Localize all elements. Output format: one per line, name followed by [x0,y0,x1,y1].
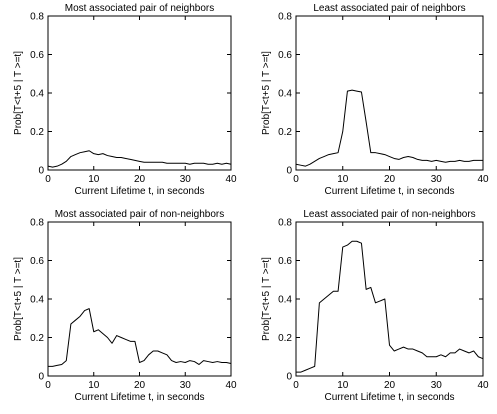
series-line-1 [295,89,483,167]
y-tick-label: 0.6 [30,256,44,267]
y-tick-label: 0.8 [30,12,44,23]
series-line-1 [47,150,232,168]
chart-panel-2: Least associated pair of neighbors 0 10 20 3… [261,3,489,197]
series-line-1 [296,240,484,373]
x-tick-label: 40 [477,380,489,391]
y-tick-label: 0.2 [278,127,292,138]
y-tick-label: 0 [286,372,292,383]
y-tick-label: 0.2 [278,333,292,344]
y-tick-label: 0.2 [30,127,44,138]
x-tick-label: 0 [45,174,51,185]
plot-area-box [295,15,484,171]
plot-area-box [47,15,232,171]
y-tick-label: 0.4 [278,295,292,306]
chart-title: Most associated pair of non-neighbors [55,209,225,220]
x-tick-label: 30 [180,174,192,185]
chart-panel-4: Least associated pair of non-neighbors 0 1… [261,209,489,403]
x-tick-label: 10 [88,174,100,185]
x-tick-label: 10 [337,380,349,391]
y-tick-label: 0 [38,166,44,177]
y-tick-label: 0.2 [30,333,44,344]
x-tick-label: 20 [134,174,146,185]
y-axis-label: Prob[T<t+5 | T >=t] [261,257,272,341]
chart-panel-3: Most associated pair of non-neighbors 0 10… [13,209,237,403]
x-axis-label: Current Lifetime t, in seconds [324,186,454,197]
y-axis-label: Prob[T<t+5 | T >=t] [13,257,24,341]
chart-title: Least associated pair of neighbors [313,3,465,14]
x-tick-label: 10 [88,380,100,391]
x-tick-label: 40 [477,174,489,185]
series-line-1 [48,308,232,367]
x-tick-label: 0 [45,380,51,391]
x-tick-label: 30 [431,380,443,391]
y-tick-label: 0 [38,372,44,383]
y-tick-label: 0 [286,166,292,177]
x-tick-label: 30 [431,174,443,185]
x-axis-label: Current Lifetime t, in seconds [74,186,204,197]
y-tick-label: 0.8 [278,12,292,23]
x-axis-label: Current Lifetime t, in seconds [324,392,454,403]
y-tick-label: 0.8 [278,218,292,229]
y-tick-label: 0.4 [30,295,44,306]
x-tick-label: 40 [225,380,237,391]
y-tick-label: 0.4 [30,89,44,100]
y-axis-label: Prob[T<t+5 | T >=t] [13,51,24,135]
y-tick-label: 0.6 [278,50,292,61]
chart-title: Least associated pair of non-neighbors [303,209,475,220]
y-tick-label: 0.4 [278,89,292,100]
x-tick-label: 0 [293,174,299,185]
x-tick-label: 10 [337,174,349,185]
y-tick-label: 0.6 [278,256,292,267]
plot-area-box [47,221,232,377]
x-tick-label: 40 [225,174,237,185]
x-tick-label: 0 [293,380,299,391]
x-tick-label: 20 [134,380,146,391]
x-axis-label: Current Lifetime t, in seconds [74,392,204,403]
y-tick-label: 0.6 [30,50,44,61]
x-tick-label: 20 [384,380,396,391]
x-tick-label: 30 [180,380,192,391]
y-tick-label: 0.8 [30,218,44,229]
chart-panel-1: Most associated pair of neighbors 0 10 20 30… [13,3,237,197]
x-tick-label: 20 [384,174,396,185]
y-axis-label: Prob[T<t+5 | T >=t] [261,51,272,135]
chart-title: Most associated pair of neighbors [65,3,215,14]
